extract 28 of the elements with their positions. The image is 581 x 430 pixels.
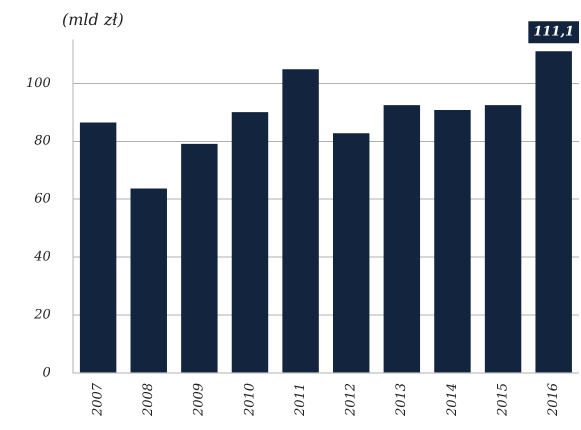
y-tick-label: 60 [34,192,51,207]
bar [232,112,268,372]
x-tick-label: 2007 [90,382,106,418]
x-tick-label: 2013 [394,382,410,418]
bar [484,105,522,372]
x-tick-label: 2016 [546,382,562,418]
x-tick-label: 2010 [242,382,258,418]
bar [181,144,218,372]
y-tick-label: 80 [34,134,51,149]
y-tick-label: 40 [33,249,51,264]
bar [80,122,116,372]
bar [384,105,420,372]
x-tick-label: 2015 [495,382,510,418]
bar [535,51,572,372]
x-tick-label: 2011 [292,382,308,418]
y-axis-title: (mld zł) [62,10,124,29]
bar [332,133,370,372]
x-tick-label: 2012 [344,382,359,418]
bar [434,110,471,372]
bar [282,69,319,372]
y-tick-label: 0 [42,365,51,380]
y-tick-label: 100 [26,76,51,91]
bar [130,188,167,372]
x-tick-label: 2008 [141,382,156,418]
x-tick-label: 2014 [444,382,460,418]
y-tick-label: 20 [33,307,51,322]
data-label: 111,1 [533,24,574,40]
x-tick-label: 2009 [192,382,207,418]
